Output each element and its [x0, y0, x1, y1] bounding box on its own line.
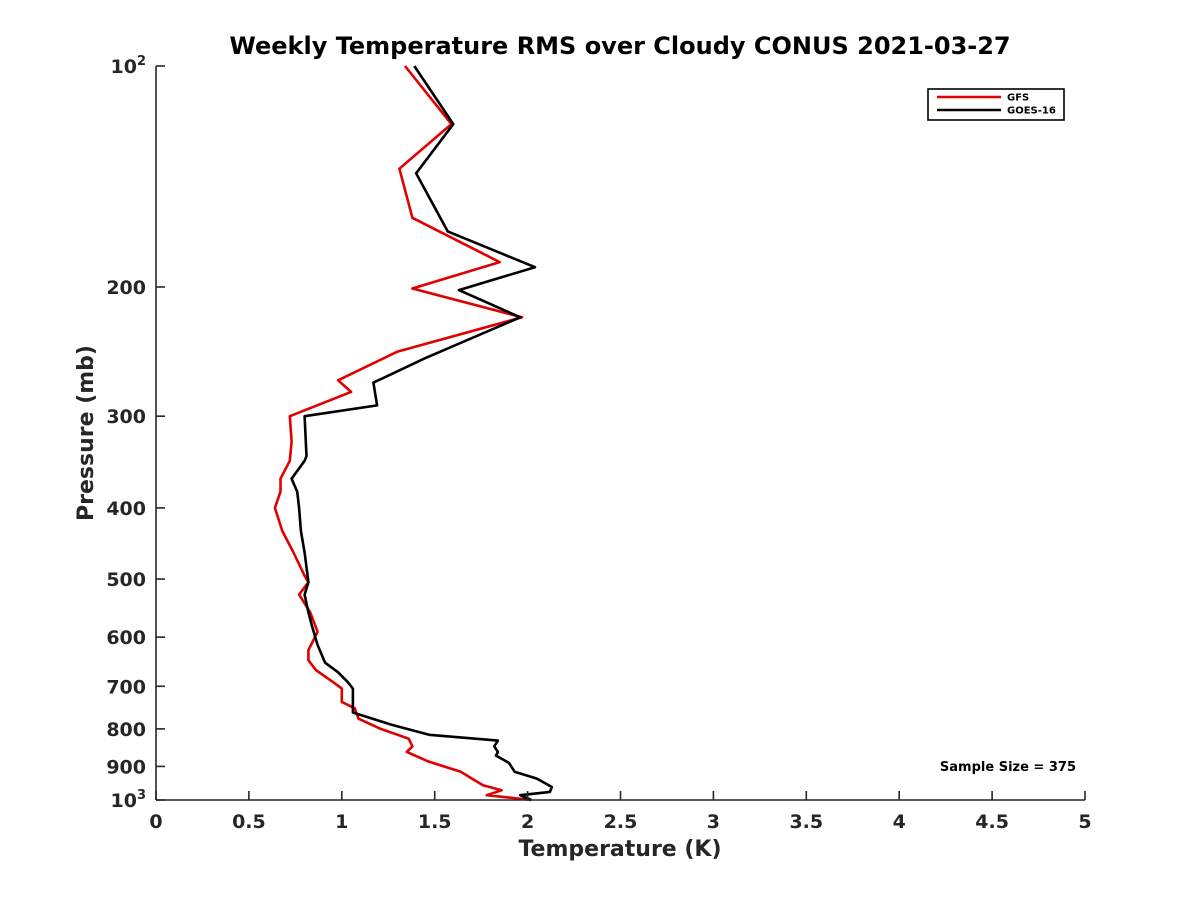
y-tick-label: 800 — [106, 719, 146, 741]
x-tick-label: 2 — [521, 811, 534, 833]
sample-size-annotation: Sample Size = 375 — [940, 760, 1076, 775]
x-axis-label: Temperature (K) — [518, 837, 721, 862]
series-line-gfs — [273, 65, 532, 802]
x-tick-label: 0 — [149, 811, 162, 833]
y-tick-label: 200 — [106, 277, 146, 299]
x-tick-label: 3.5 — [789, 811, 823, 833]
y-axis-label: Pressure (mb) — [74, 345, 99, 521]
x-tick-label: 5 — [1078, 811, 1091, 833]
plot-area: 0 0.5 1 1.5 2 2.5 3 3.5 4 4.5 5 102 200 300 400 500 600 7… — [106, 54, 1091, 833]
y-tick-label: 600 — [106, 627, 146, 649]
y-tick-label: 500 — [106, 569, 146, 591]
legend-label: GFS — [1007, 93, 1029, 104]
y-tick-label: 400 — [106, 498, 146, 520]
y-tick-label: 900 — [106, 756, 146, 778]
x-tick-label: 1 — [335, 811, 348, 833]
legend: GFS GOES-16 — [927, 88, 1065, 121]
x-tick-label: 0.5 — [232, 811, 266, 833]
legend-box — [927, 88, 1065, 121]
chart-title: Weekly Temperature RMS over Cloudy CONUS… — [229, 32, 1010, 60]
x-tick-label: 4.5 — [975, 811, 1009, 833]
y-tick-label: 300 — [106, 406, 146, 428]
x-tick-label: 3 — [707, 811, 720, 833]
y-tick-label: 102 — [111, 54, 147, 78]
series-line-goes-16 — [290, 65, 554, 802]
y-tick-label: 103 — [111, 788, 147, 812]
x-tick-label: 2.5 — [604, 811, 638, 833]
x-tick-label: 4 — [893, 811, 906, 833]
x-tick-label: 1.5 — [418, 811, 452, 833]
legend-label: GOES-16 — [1007, 106, 1056, 117]
y-tick-label: 700 — [106, 676, 146, 698]
